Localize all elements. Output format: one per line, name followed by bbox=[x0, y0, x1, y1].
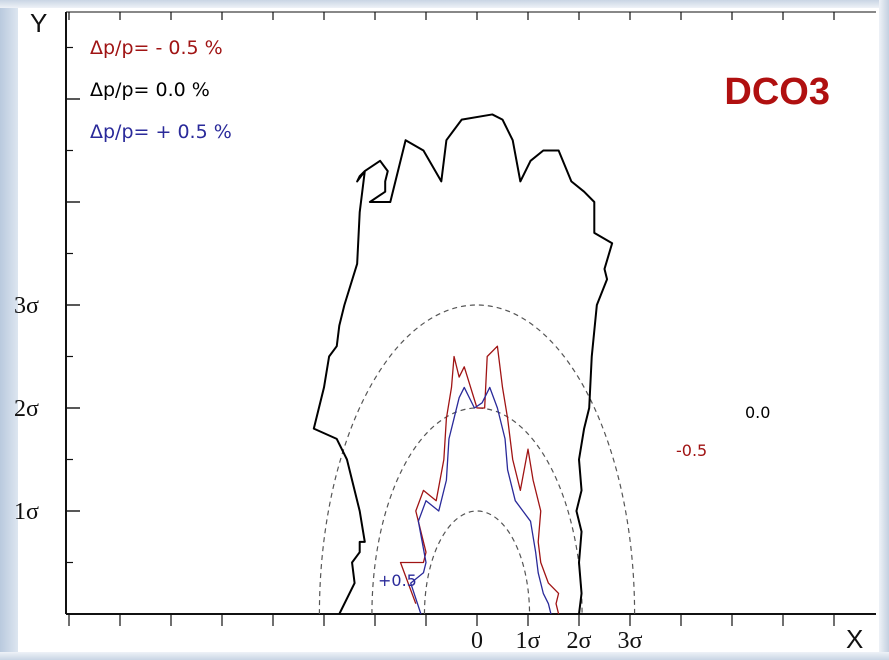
chart-title: DCO3 bbox=[724, 71, 830, 113]
y-tick-label: 3σ bbox=[14, 293, 39, 319]
y-tick-label: 2σ bbox=[14, 396, 39, 422]
acceptance-curves bbox=[312, 113, 614, 615]
sigma-ellipses bbox=[318, 304, 636, 615]
window-frame-right bbox=[879, 0, 889, 660]
legend-entry: Δp/p= - 0.5 % bbox=[90, 37, 223, 59]
curve-0m0 bbox=[312, 113, 614, 615]
curve-annotation: 0.0 bbox=[745, 403, 770, 422]
axes bbox=[65, 11, 876, 626]
curve-annotation: +0.5 bbox=[378, 571, 417, 590]
curve-m0m5 bbox=[399, 345, 560, 615]
x-tick-label: 3σ bbox=[618, 628, 643, 654]
curve-m0m5 bbox=[410, 386, 552, 615]
legend-entry: Δp/p= 0.0 % bbox=[90, 79, 210, 101]
window-frame-left bbox=[0, 0, 18, 660]
x-tick-label: 2σ bbox=[567, 628, 592, 654]
y-tick-label: 1σ bbox=[14, 499, 39, 525]
window-frame-bottom bbox=[0, 652, 889, 660]
legend-entry: Δp/p= + 0.5 % bbox=[90, 121, 232, 143]
x-tick-label: 0 bbox=[471, 628, 483, 654]
y-axis-label: Y bbox=[30, 8, 47, 38]
window-frame-top bbox=[0, 0, 889, 8]
sigma-ellipse-1 bbox=[423, 510, 531, 615]
sigma-ellipse-3 bbox=[318, 304, 636, 615]
x-tick-label: 1σ bbox=[516, 628, 541, 654]
curve-annotation: -0.5 bbox=[676, 441, 707, 460]
chart-labels: X Y 0 1σ 2σ 3σ 1σ 2σ 3σ 0.0 -0.5 +0.5 Δp/p= - 0.5 % Δ… bbox=[14, 8, 863, 654]
x-axis-label: X bbox=[846, 624, 863, 654]
